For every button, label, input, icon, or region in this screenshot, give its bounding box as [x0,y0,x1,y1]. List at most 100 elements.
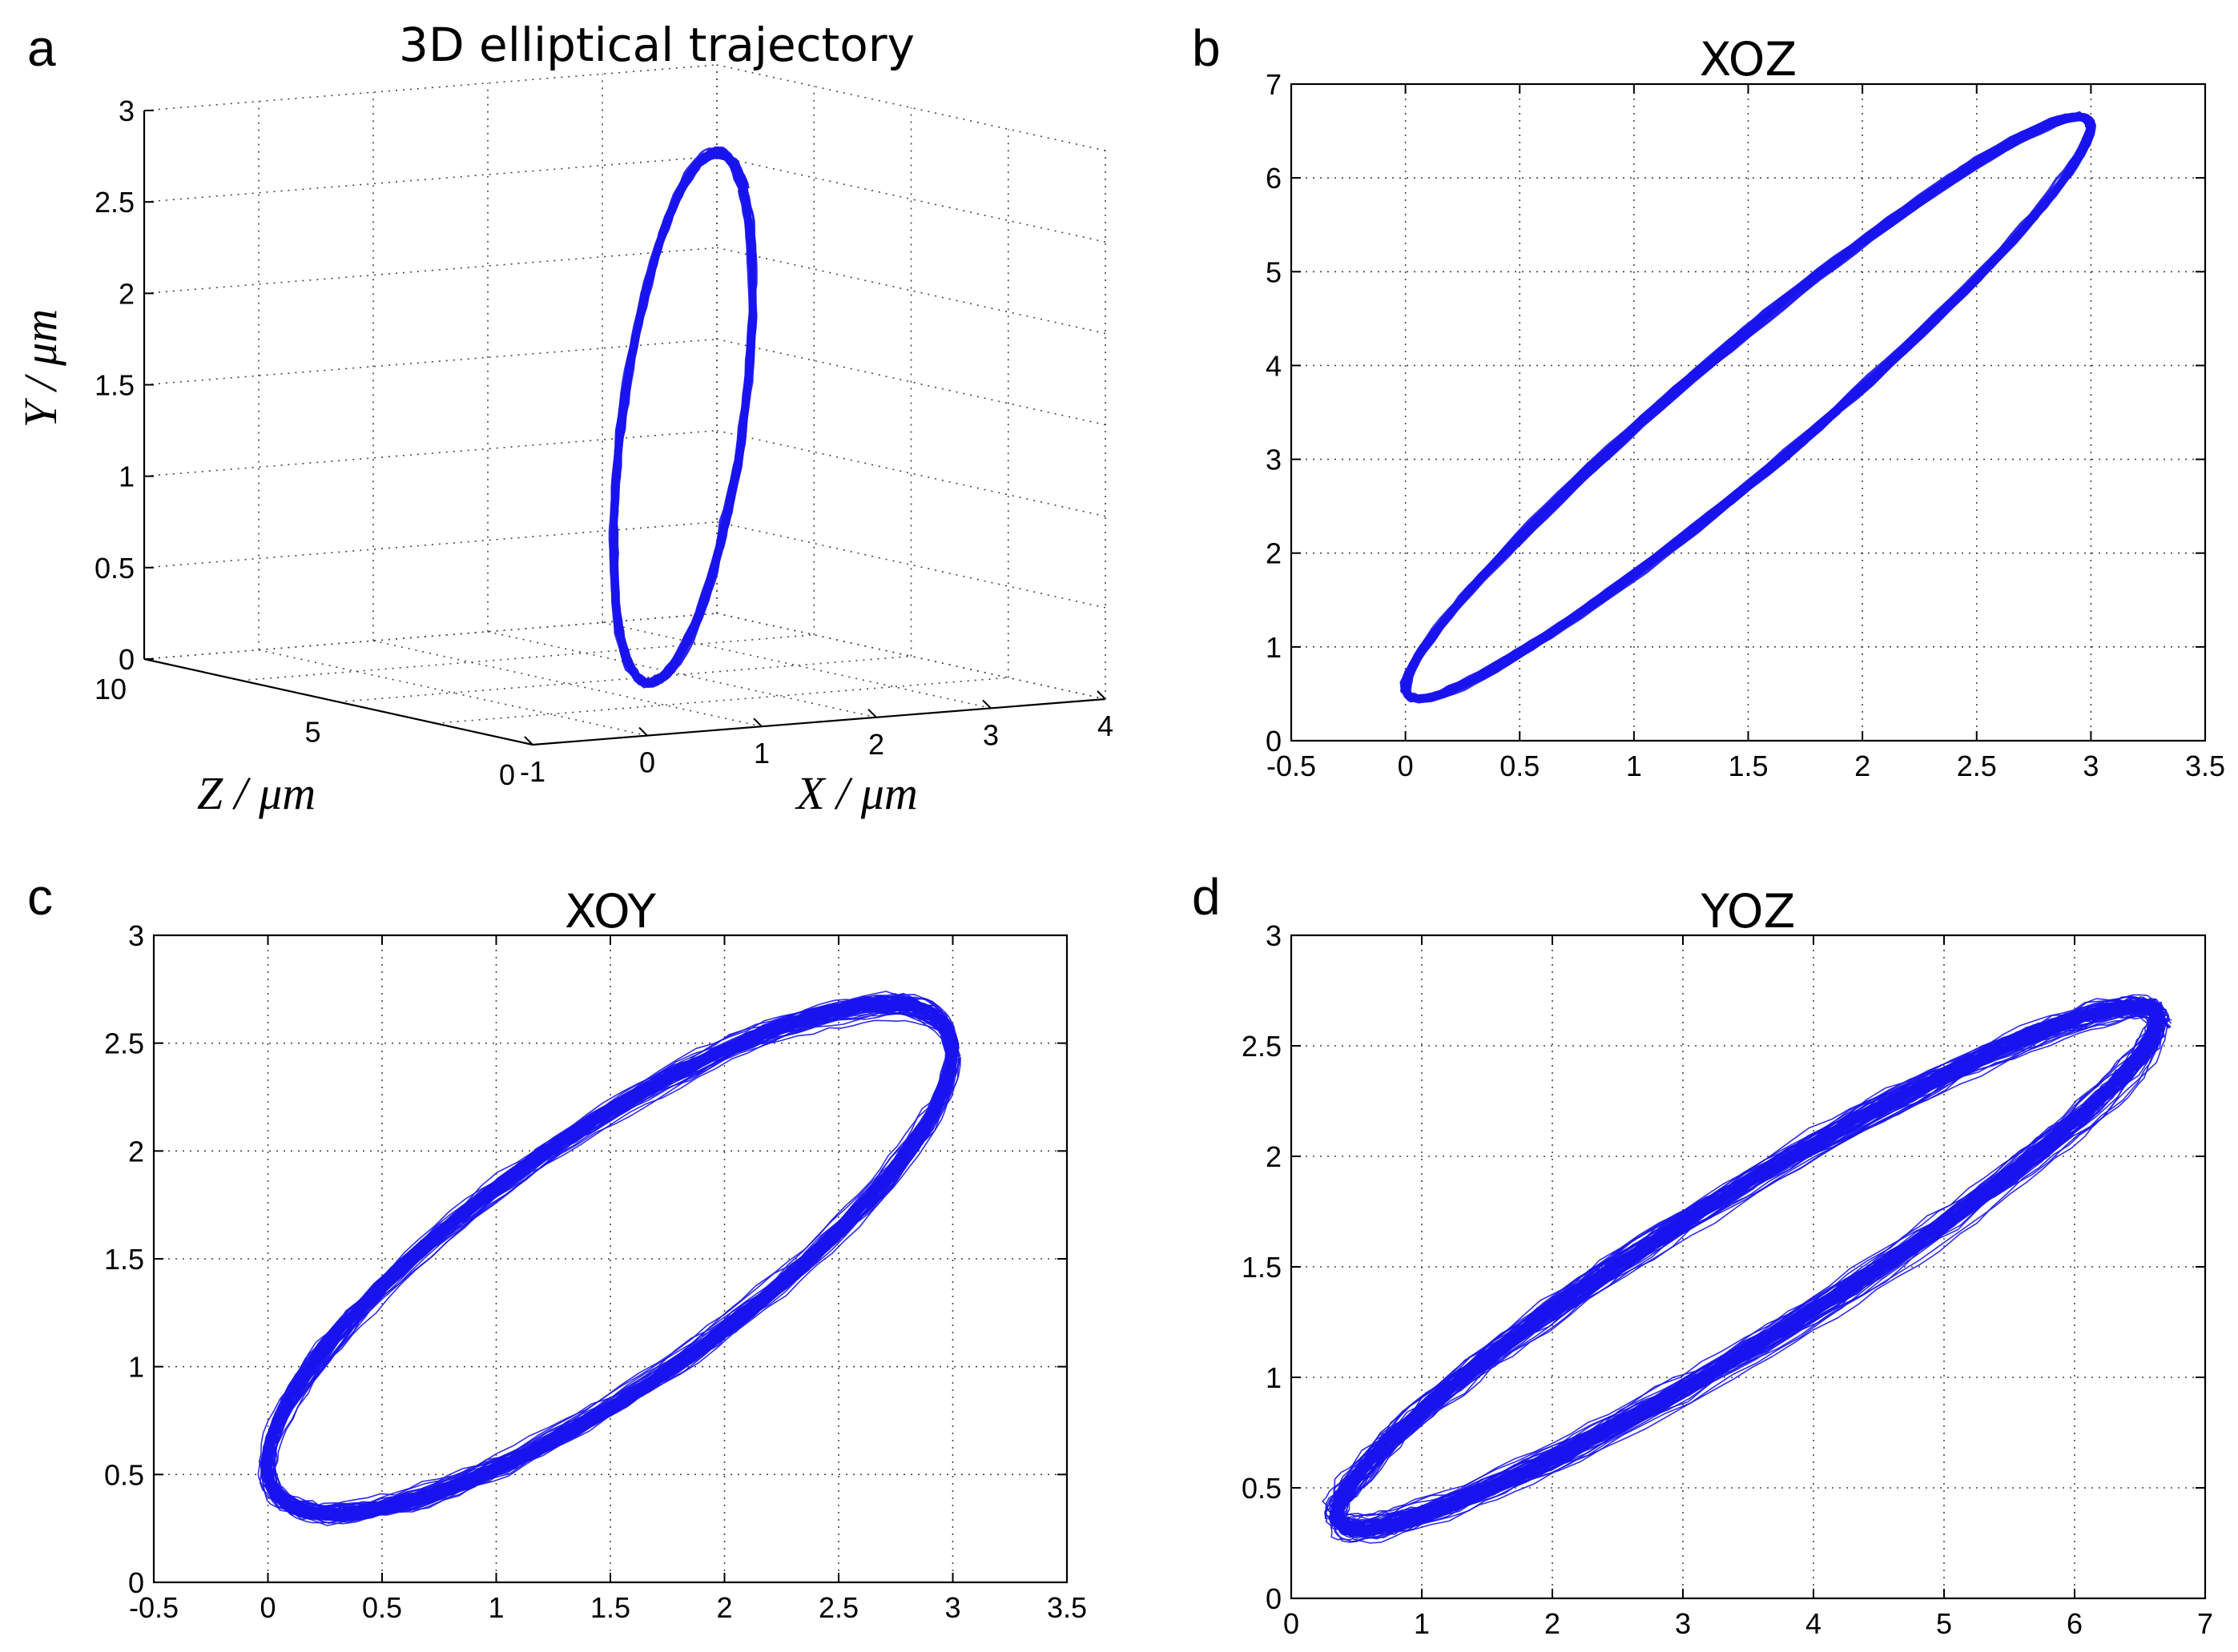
floor-grid-line [258,649,648,737]
floor-grid-line [487,631,877,718]
x-tick-label: 4 [1805,1607,1821,1640]
trajectory-c [257,991,961,1526]
trajectory-loop [1338,999,2167,1529]
x-tick-mark [638,726,648,737]
trajectory-loop [1338,996,2161,1533]
trajectory-loop [1342,999,2158,1537]
trajectory-loop [614,151,752,685]
z-tick-label: 0 [499,758,515,791]
trajectory-loop [612,151,757,685]
y-tick-label: 3 [1266,919,1282,952]
y-tick-label: 2 [1266,1140,1282,1173]
trajectory-loop [266,992,956,1517]
x-tick-label: 2 [716,1591,732,1624]
trajectory-loop [259,1004,958,1520]
y-tick-label: 3 [1266,444,1282,476]
trajectory-loop [1342,1007,2172,1531]
trajectory-loop [611,155,755,686]
panel-a-3d-trajectory: 3D elliptical trajectory -1 0 1 2 3 4051000.5… [14,18,1113,819]
trajectory-loop [1338,1008,2158,1523]
trajectory-loop [613,150,753,683]
trajectory-loop [1337,1002,2163,1537]
y-tick-label: 7 [1266,68,1282,101]
y-tick-label: 0 [128,1566,144,1599]
trajectory-loop [269,1001,957,1511]
trajectory-loop [1401,115,2092,700]
x-tick-label: 1 [488,1591,504,1624]
x-tick-label: 6 [2067,1607,2083,1640]
trajectory-loop [612,151,755,689]
trajectory-loop [268,1002,956,1521]
trajectory-loop [1332,999,2165,1529]
x-tick-label: 1 [1414,1607,1430,1640]
trajectory-loop [1338,1008,2159,1533]
x-tick-mark [867,709,877,718]
trajectory-loop [610,147,755,681]
trajectory-loop [1403,113,2093,701]
x-tick-label: 3.5 [1047,1591,1087,1624]
trajectory-loop [1402,117,2095,698]
trajectory-loop [1334,995,2160,1532]
side-wall-grid-line [716,247,1106,335]
floor-grid-line [241,633,815,681]
trajectory-loop [614,153,755,687]
x-tick-label: 1 [754,737,770,770]
trajectory-loop [1329,999,2162,1533]
trajectory-loop [1338,994,2164,1539]
trajectory-loop [610,153,755,685]
trajectory-loop [264,994,953,1516]
panel-d-yoz: YOZ 0 1 2 3 4 5 6 7 0 0.5 1 1.5 2 2.5 3 [1242,884,2213,1640]
trajectory-loop [1401,113,2095,702]
trajectory-loop [267,995,957,1519]
trajectory-loop [264,1001,958,1524]
x-tick-label: -0.5 [1266,750,1316,782]
trajectory-loop [1405,114,2092,704]
trajectory-loop [1404,115,2094,700]
trajectory-loop [1337,1000,2169,1536]
side-wall-grid-line [716,155,1106,243]
trajectory-loop [615,151,755,683]
panel-c-xoy: XOY-0.5 0 0.5 1 1.5 2 2.5 3 3.500.511.522.53 [104,884,1087,1624]
trajectory-loop [613,151,757,687]
trajectory-loop [1331,1014,2163,1529]
trajectory-loop [1337,1009,2157,1538]
trajectory-loop [610,155,755,687]
trajectory-loop [1336,1002,2165,1537]
trajectory-loop [260,1008,956,1512]
trajectory-loop [1330,1011,2154,1535]
panel-letter-c: c [27,868,53,926]
trajectory-loop [268,1011,958,1517]
y-tick-label: 1.5 [1242,1251,1282,1284]
x-tick-label: 4 [1097,709,1113,742]
trajectory-loop [611,151,754,682]
trajectory-loop [264,1003,956,1517]
trajectory-loop [1330,1001,2166,1531]
trajectory-loop [1406,115,2093,700]
trajectory-loop [1338,1003,2160,1526]
trajectory-loop [1336,997,2164,1537]
trajectory-loop [261,996,954,1519]
x-tick-label: 0 [1398,750,1414,782]
trajectory-loop [264,1003,954,1507]
trajectory-loop [258,996,957,1509]
trajectory-loop [1342,999,2155,1528]
trajectory-loop [1334,996,2160,1533]
trajectory-loop [1406,118,2095,699]
x-tick-label: 1.5 [590,1591,630,1624]
side-wall-grid-line [716,338,1106,426]
trajectory-d [1322,994,2172,1544]
x-tick-label: 3 [983,718,999,751]
trajectory-loop [1334,1007,2158,1540]
trajectory-loop [1332,1002,2164,1538]
panel-a-trajectory [608,146,758,689]
trajectory-loop [614,153,752,688]
trajectory-loop [1333,1011,2169,1527]
trajectory-loop [1338,1003,2159,1527]
trajectory-loop [610,151,754,683]
side-wall-grid-line [716,64,1106,151]
y-tick-label: 0 [1266,725,1282,758]
trajectory-loop [270,995,957,1521]
trajectory-loop [264,993,956,1518]
trajectory-loop [272,1004,959,1515]
